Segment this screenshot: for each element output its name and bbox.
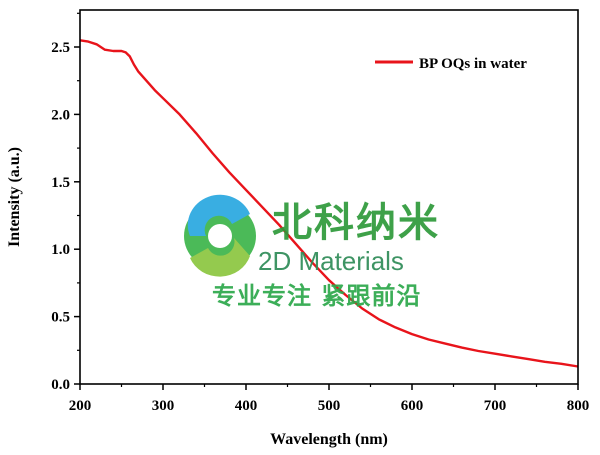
x-tick-label: 700 xyxy=(484,398,507,414)
y-tick-label: 2.0 xyxy=(51,107,70,123)
legend: BP OQs in water xyxy=(375,56,527,72)
watermark: 北科纳米 2D Materials 专业专注 紧跟前沿 xyxy=(184,194,440,310)
y-tick-label: 1.5 xyxy=(51,175,70,191)
y-tick-label: 0.0 xyxy=(51,377,70,393)
x-tick-label: 200 xyxy=(69,398,92,414)
y-axis-label: Intensity (a.u.) xyxy=(6,147,23,247)
x-axis-label: Wavelength (nm) xyxy=(270,431,388,448)
series-line-bp-oqs xyxy=(79,39,579,368)
x-tick-label: 400 xyxy=(235,398,258,414)
x-tick-label: 500 xyxy=(318,398,341,414)
watermark-brand-cn: 北科纳米 xyxy=(272,200,440,246)
x-tick-label: 800 xyxy=(567,398,590,414)
watermark-brand-en: 2D Materials xyxy=(258,246,404,276)
legend-label-bp-oqs: BP OQs in water xyxy=(419,56,527,72)
watermark-logo xyxy=(184,194,256,277)
x-axis: 200 300 400 500 600 700 800 xyxy=(69,384,590,414)
y-tick-label: 0.5 xyxy=(51,310,70,326)
y-tick-label: 2.5 xyxy=(51,40,70,56)
x-tick-label: 300 xyxy=(152,398,175,414)
watermark-slogan: 专业专注 紧跟前沿 xyxy=(212,282,421,310)
x-tick-label: 600 xyxy=(401,398,424,414)
y-axis: 0.0 0.5 1.0 1.5 2.0 2.5 xyxy=(51,12,80,393)
y-tick-label: 1.0 xyxy=(51,242,70,258)
